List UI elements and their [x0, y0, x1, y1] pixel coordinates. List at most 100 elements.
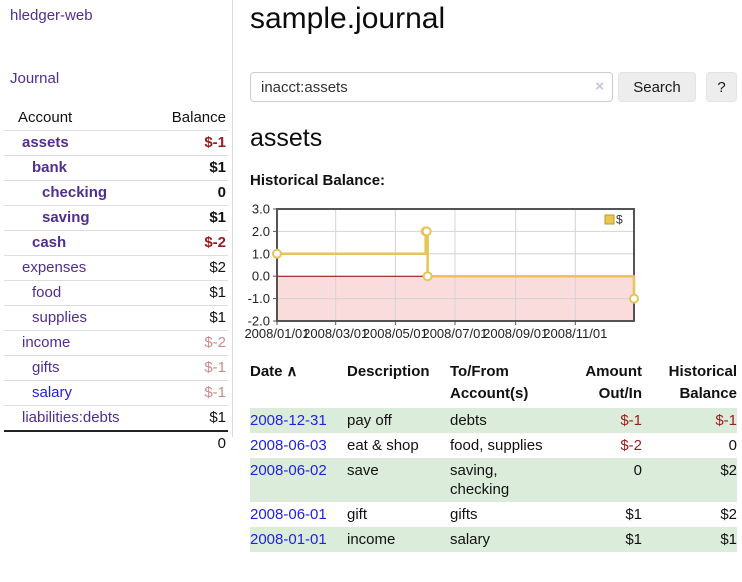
account-link[interactable]: gifts: [32, 359, 60, 376]
register-row: 2008-06-03 eat & shop food, supplies $-2 0: [250, 433, 737, 458]
sidebar-item-journal[interactable]: Journal: [10, 70, 60, 87]
transaction-accounts: salary: [450, 531, 491, 548]
account-balance: $-1: [204, 359, 226, 376]
account-link[interactable]: cash: [32, 234, 67, 251]
transaction-amount: $1: [625, 531, 642, 548]
historical-balance-chart: 3.0 2.0 1.0 0.0 -1.0 -2.02008/01/012008/03/01…: [244, 203, 639, 341]
transaction-balance: 0: [728, 437, 737, 454]
account-row: gifts $-1: [4, 355, 228, 381]
account-row: expenses $2: [4, 255, 228, 281]
register-header-row: Date ∧ Description To/From Account(s) Amount…: [250, 358, 737, 408]
account-balance: $1: [209, 309, 226, 326]
accounts-header-row: Account Balance: [4, 105, 228, 131]
register-column-header[interactable]: Date ∧: [250, 363, 298, 380]
transaction-date-link[interactable]: 2008-06-03: [250, 437, 327, 454]
transaction-amount: $-1: [620, 412, 642, 429]
svg-text:2008/03/01: 2008/03/01: [303, 326, 368, 341]
account-link[interactable]: expenses: [22, 259, 87, 276]
svg-text:$: $: [616, 213, 623, 227]
transaction-date-link[interactable]: 2008-12-31: [250, 412, 327, 429]
register-column-header: Historical Balance: [668, 363, 737, 402]
register-row: 2008-01-01 income salary $1 $1: [250, 527, 737, 552]
main-content: sample.journal × Search ? assets Histori…: [244, 0, 737, 582]
account-balance: $1: [209, 409, 226, 426]
account-link[interactable]: assets: [22, 134, 69, 151]
account-row: saving $1: [4, 205, 228, 231]
help-button[interactable]: ?: [706, 72, 737, 102]
transaction-amount: $-2: [620, 437, 642, 454]
search-button[interactable]: Search: [618, 72, 696, 102]
account-row: liabilities:debts $1: [4, 405, 228, 432]
register-row: 2008-12-31 pay off debts $-1 $-1: [250, 408, 737, 433]
account-row: salary $-1: [4, 380, 228, 406]
account-link[interactable]: bank: [32, 159, 68, 176]
transaction-date-link[interactable]: 2008-06-01: [250, 506, 327, 523]
search-form: × Search ?: [250, 72, 737, 102]
transaction-balance: $-1: [715, 412, 737, 429]
clear-search-icon[interactable]: ×: [595, 78, 604, 95]
account-balance: $1: [209, 284, 226, 301]
account-row: assets $-1: [4, 130, 228, 156]
svg-text:2008/11/01: 2008/11/01: [543, 326, 607, 341]
svg-text:-1.0: -1.0: [248, 291, 270, 306]
app-title-link[interactable]: hledger-web: [10, 7, 93, 24]
transaction-accounts: food, supplies: [450, 437, 543, 454]
transaction-description: gift: [347, 506, 368, 523]
account-balance: $-2: [204, 334, 226, 351]
account-row: checking 0: [4, 180, 228, 206]
svg-text:-2.0: -2.0: [248, 314, 270, 329]
transaction-amount: 0: [633, 462, 642, 479]
account-row: food $1: [4, 280, 228, 306]
search-input[interactable]: [250, 72, 613, 102]
transaction-balance: $2: [720, 506, 737, 523]
account-link[interactable]: saving: [42, 209, 90, 226]
account-balance: $-1: [204, 134, 226, 151]
transaction-accounts: gifts: [450, 506, 478, 523]
account-link[interactable]: supplies: [32, 309, 88, 326]
svg-text:2.0: 2.0: [252, 224, 270, 239]
transaction-accounts: saving, checking: [450, 462, 510, 498]
register-table: Date ∧ Description To/From Account(s) Amount…: [250, 358, 737, 552]
account-balance: $1: [209, 159, 226, 176]
transaction-balance: $1: [720, 531, 737, 548]
account-row: income $-2: [4, 330, 228, 356]
account-row: bank $1: [4, 155, 228, 181]
account-link[interactable]: food: [32, 284, 62, 301]
account-row: supplies $1: [4, 305, 228, 331]
account-balance: $1: [209, 209, 226, 226]
transaction-amount: $1: [625, 506, 642, 523]
transaction-date-link[interactable]: 2008-01-01: [250, 531, 327, 548]
transaction-description: income: [347, 531, 396, 548]
transaction-description: pay off: [347, 412, 392, 429]
account-balance: 0: [217, 184, 226, 201]
transaction-balance: $2: [720, 462, 737, 479]
account-balance: $-2: [204, 234, 226, 251]
account-link[interactable]: salary: [32, 384, 73, 401]
svg-text:0.0: 0.0: [252, 269, 270, 284]
account-balance: $2: [209, 259, 226, 276]
register-row: 2008-06-02 save saving, checking 0 $2: [250, 458, 737, 502]
accounts-total-row: 0: [4, 431, 228, 456]
transaction-date-link[interactable]: 2008-06-02: [250, 462, 327, 479]
account-link[interactable]: checking: [42, 184, 108, 201]
account-balance: $-1: [204, 384, 226, 401]
account-row: cash $-2: [4, 230, 228, 256]
sort-asc-icon: ∧: [286, 363, 298, 380]
account-column-header: Account: [18, 109, 73, 126]
balance-column-header: Balance: [171, 109, 226, 126]
search-input-wrap: ×: [250, 72, 613, 102]
svg-text:2008/09/01: 2008/09/01: [483, 326, 548, 341]
transaction-description: eat & shop: [347, 437, 419, 454]
svg-text:2008/05/01: 2008/05/01: [363, 326, 428, 341]
account-link[interactable]: liabilities:debts: [22, 409, 120, 426]
svg-text:1.0: 1.0: [252, 246, 270, 261]
register-row: 2008-06-01 gift gifts $1 $2: [250, 502, 737, 527]
account-heading: assets: [250, 124, 323, 152]
transaction-description: save: [347, 462, 379, 479]
sidebar: hledger-web Journal Account Balance asse…: [0, 0, 233, 452]
transaction-accounts: debts: [450, 412, 487, 429]
accounts-total-value: 0: [217, 435, 226, 452]
account-link[interactable]: income: [22, 334, 71, 351]
svg-text:2008/01/01: 2008/01/01: [244, 326, 309, 341]
accounts-balance-table: Account Balance assets $-1 bank $1 checking 0…: [4, 105, 228, 456]
